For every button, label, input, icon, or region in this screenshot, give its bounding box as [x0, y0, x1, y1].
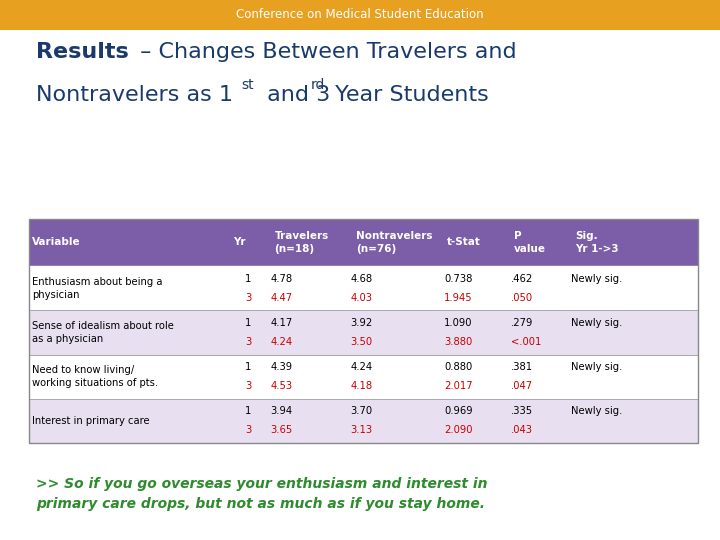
Text: 4.39: 4.39 [270, 362, 292, 372]
Bar [29, 399, 698, 443]
Text: .279: .279 [511, 318, 534, 328]
Text: and 3: and 3 [260, 85, 330, 105]
Text: 3.880: 3.880 [444, 337, 472, 347]
Text: 0.880: 0.880 [444, 362, 472, 372]
Text: .043: .043 [511, 425, 534, 435]
Bar [29, 310, 698, 354]
Text: 1: 1 [245, 274, 251, 284]
Text: <.001: <.001 [511, 337, 541, 347]
Text: Sense of idealism about role
as a physician: Sense of idealism about role as a physic… [32, 321, 174, 344]
Text: Sig.
Yr 1->3: Sig. Yr 1->3 [575, 231, 619, 254]
Text: 4.68: 4.68 [351, 274, 372, 284]
Text: Interest in primary care: Interest in primary care [32, 416, 150, 426]
Text: 3.50: 3.50 [351, 337, 372, 347]
Text: 4.03: 4.03 [351, 293, 372, 302]
Text: Newly sig.: Newly sig. [572, 407, 623, 416]
Text: Enthusiasm about being a
physician: Enthusiasm about being a physician [32, 276, 163, 300]
Bar [29, 219, 698, 266]
Text: .335: .335 [511, 407, 534, 416]
Text: 4.47: 4.47 [270, 293, 292, 302]
Text: rd: rd [311, 78, 325, 92]
Bar [29, 266, 698, 310]
Text: >> So if you go overseas your enthusiasm and interest in
primary care drops, but: >> So if you go overseas your enthusiasm… [36, 477, 487, 511]
Text: 3: 3 [245, 381, 251, 391]
Text: Nontravelers as 1: Nontravelers as 1 [36, 85, 233, 105]
Text: 1: 1 [245, 362, 251, 372]
Text: 3.65: 3.65 [270, 425, 292, 435]
Text: 4.17: 4.17 [270, 318, 292, 328]
Text: 2.017: 2.017 [444, 381, 473, 391]
Text: .381: .381 [511, 362, 534, 372]
Text: Nontravelers
(n=76): Nontravelers (n=76) [356, 231, 433, 254]
Text: 3: 3 [245, 337, 251, 347]
Text: .050: .050 [511, 293, 534, 302]
Text: Variable: Variable [32, 238, 81, 247]
Text: 0.738: 0.738 [444, 274, 472, 284]
Text: P
value: P value [513, 231, 546, 254]
Text: – Changes Between Travelers and: – Changes Between Travelers and [133, 42, 517, 62]
Bar [29, 354, 698, 399]
Text: Yr: Yr [233, 238, 246, 247]
Bar [29, 219, 698, 443]
Text: 3.94: 3.94 [270, 407, 292, 416]
Text: 3.13: 3.13 [351, 425, 372, 435]
Text: 3: 3 [245, 425, 251, 435]
Text: 3.70: 3.70 [351, 407, 372, 416]
Text: 4.78: 4.78 [270, 274, 292, 284]
Text: 0.969: 0.969 [444, 407, 473, 416]
Text: 1.090: 1.090 [444, 318, 473, 328]
Text: st: st [241, 78, 254, 92]
Text: 1: 1 [245, 318, 251, 328]
Text: Newly sig.: Newly sig. [572, 318, 623, 328]
Text: 2.090: 2.090 [444, 425, 473, 435]
Text: 4.24: 4.24 [270, 337, 292, 347]
Text: 3: 3 [245, 293, 251, 302]
Text: .462: .462 [511, 274, 534, 284]
Text: 4.53: 4.53 [270, 381, 292, 391]
Text: t-Stat: t-Stat [447, 238, 481, 247]
FancyBboxPatch shape [0, 0, 720, 30]
Text: 4.18: 4.18 [351, 381, 372, 391]
Text: .047: .047 [511, 381, 534, 391]
Text: Newly sig.: Newly sig. [572, 274, 623, 284]
Text: 4.24: 4.24 [351, 362, 372, 372]
Text: Need to know living/
working situations of pts.: Need to know living/ working situations … [32, 365, 158, 388]
Text: Newly sig.: Newly sig. [572, 362, 623, 372]
Text: Results: Results [36, 42, 129, 62]
Text: Travelers
(n=18): Travelers (n=18) [274, 231, 329, 254]
Text: 3.92: 3.92 [351, 318, 373, 328]
Text: Year Students: Year Students [328, 85, 488, 105]
Text: Conference on Medical Student Education: Conference on Medical Student Education [236, 8, 484, 22]
Text: 1.945: 1.945 [444, 293, 473, 302]
Text: 1: 1 [245, 407, 251, 416]
